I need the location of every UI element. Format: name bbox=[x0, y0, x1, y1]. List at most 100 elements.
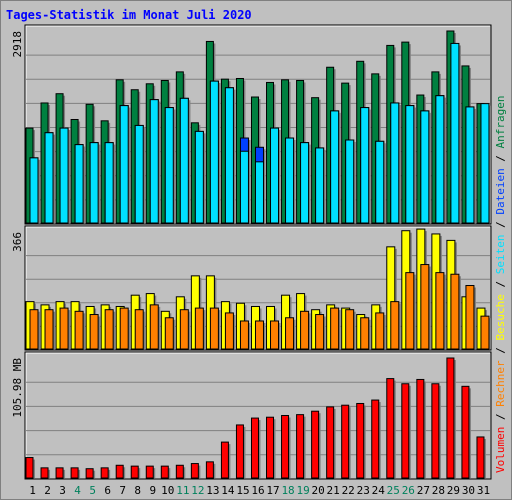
legend-item-besuche: Besuche bbox=[494, 294, 507, 340]
bar-seiten-day-14 bbox=[224, 87, 234, 224]
x-tick-label: 25 bbox=[387, 484, 400, 497]
bar-volumen-day-29 bbox=[446, 357, 455, 479]
bar-rechner-day-5 bbox=[89, 314, 99, 350]
x-tick-label: 16 bbox=[251, 484, 264, 497]
bar-volumen-day-4 bbox=[70, 467, 79, 479]
bar-rechner-day-4 bbox=[74, 310, 84, 350]
bar-volumen-day-6 bbox=[100, 467, 109, 479]
bar-seiten-day-5 bbox=[89, 142, 99, 224]
x-axis-labels: 1 2 3 4 5 6 7 8 9 10 11 12 13 14 15 16 17 18 19 20 21 22 23 24 2… bbox=[29, 484, 490, 497]
bar-rechner-day-11 bbox=[179, 309, 189, 350]
bar-rechner-day-29 bbox=[450, 273, 460, 350]
bar-volumen-day-27 bbox=[416, 378, 425, 479]
y-axis-max-label: 366 bbox=[11, 232, 24, 252]
bar-volumen-day-21 bbox=[326, 406, 335, 479]
legend-separator: / bbox=[494, 274, 507, 294]
bar-rechner-day-2 bbox=[44, 309, 54, 350]
x-tick-label: 11 bbox=[176, 484, 189, 497]
legend-separator: / bbox=[494, 407, 507, 427]
x-tick-label: 15 bbox=[236, 484, 249, 497]
bar-seiten-day-31 bbox=[480, 103, 490, 224]
bar-volumen-day-2 bbox=[40, 467, 49, 479]
bar-volumen-day-5 bbox=[85, 468, 94, 479]
legend-item-dateien: Dateien bbox=[494, 168, 507, 214]
x-tick-label: 23 bbox=[357, 484, 370, 497]
bar-seiten-day-29 bbox=[450, 42, 460, 224]
bar-volumen-day-1 bbox=[25, 457, 34, 479]
bar-rechner-day-8 bbox=[134, 309, 144, 350]
bar-seiten-day-23 bbox=[360, 107, 370, 224]
legend-vertical: Volumen / Rechner / Besuche / Seiten / D… bbox=[494, 95, 507, 473]
bar-volumen-day-18 bbox=[281, 414, 290, 479]
bar-volumen-day-10 bbox=[160, 465, 169, 479]
bar-rechner-day-10 bbox=[164, 317, 174, 350]
x-tick-label: 14 bbox=[221, 484, 235, 497]
bar-rechner-day-17 bbox=[270, 320, 280, 350]
bar-volumen-day-8 bbox=[130, 465, 139, 479]
bar-rechner-day-3 bbox=[59, 307, 69, 350]
bar-rechner-day-1 bbox=[29, 309, 39, 350]
x-tick-label: 13 bbox=[206, 484, 219, 497]
bar-seiten-day-2 bbox=[44, 132, 54, 224]
bar-seiten-day-27 bbox=[420, 110, 430, 224]
bar-volumen-day-3 bbox=[55, 467, 64, 479]
bar-rechner-day-25 bbox=[390, 301, 400, 350]
x-tick-label: 27 bbox=[417, 484, 430, 497]
bar-volumen-day-30 bbox=[461, 385, 470, 479]
x-tick-label: 17 bbox=[266, 484, 279, 497]
x-tick-label: 20 bbox=[312, 484, 325, 497]
legend-item-rechner: Rechner bbox=[494, 360, 507, 407]
bar-rechner-day-22 bbox=[345, 309, 355, 350]
bar-volumen-day-13 bbox=[205, 461, 214, 479]
bar-seiten-day-7 bbox=[119, 105, 129, 224]
x-tick-label: 7 bbox=[119, 484, 126, 497]
bar-volumen-day-9 bbox=[145, 465, 154, 479]
x-tick-label: 8 bbox=[134, 484, 141, 497]
bar-seiten-day-30 bbox=[465, 106, 475, 224]
bar-volumen-day-15 bbox=[235, 424, 244, 479]
bar-seiten-day-3 bbox=[59, 127, 69, 224]
bar-volumen-day-16 bbox=[250, 417, 259, 479]
bar-rechner-day-20 bbox=[315, 314, 325, 350]
x-tick-label: 12 bbox=[191, 484, 204, 497]
x-tick-label: 19 bbox=[296, 484, 309, 497]
x-tick-label: 21 bbox=[327, 484, 340, 497]
x-tick-label: 9 bbox=[149, 484, 156, 497]
bar-seiten-day-12 bbox=[194, 130, 204, 224]
bar-seiten-day-11 bbox=[179, 97, 189, 224]
bar-rechner-day-15 bbox=[239, 320, 249, 350]
bar-volumen-day-23 bbox=[356, 402, 365, 479]
bar-seiten-day-28 bbox=[435, 95, 445, 224]
bar-seiten-day-8 bbox=[134, 124, 144, 224]
bar-seiten-day-15 bbox=[239, 150, 249, 224]
bar-seiten-day-24 bbox=[375, 140, 385, 224]
panel-requests: 2918 bbox=[11, 24, 492, 225]
bar-rechner-day-24 bbox=[375, 312, 385, 350]
bar-seiten-day-9 bbox=[149, 99, 159, 224]
bar-seiten-day-4 bbox=[74, 144, 84, 224]
bar-rechner-day-14 bbox=[224, 312, 234, 350]
bar-seiten-day-26 bbox=[405, 105, 415, 224]
bar-seiten-day-6 bbox=[104, 142, 114, 224]
bar-volumen-day-11 bbox=[175, 464, 184, 479]
legend-separator: / bbox=[494, 148, 507, 168]
x-tick-label: 6 bbox=[104, 484, 111, 497]
bar-rechner-day-12 bbox=[194, 307, 204, 350]
bar-rechner-day-23 bbox=[360, 317, 370, 350]
bar-seiten-day-25 bbox=[390, 102, 400, 224]
bar-rechner-day-9 bbox=[149, 304, 159, 350]
bar-volumen-day-14 bbox=[220, 441, 229, 479]
bar-rechner-day-16 bbox=[254, 320, 264, 350]
bar-rechner-day-31 bbox=[480, 315, 490, 350]
bar-rechner-day-6 bbox=[104, 309, 114, 350]
bar-volumen-day-7 bbox=[115, 464, 124, 479]
x-tick-label: 30 bbox=[462, 484, 475, 497]
bar-rechner-day-18 bbox=[285, 317, 295, 350]
bar-seiten-day-16 bbox=[254, 161, 264, 224]
bar-rechner-day-30 bbox=[465, 285, 475, 350]
panel-volume: 105.98 MB bbox=[11, 351, 492, 480]
x-tick-label: 4 bbox=[74, 484, 81, 497]
bar-volumen-day-28 bbox=[431, 383, 440, 479]
bar-rechner-day-13 bbox=[209, 307, 219, 350]
